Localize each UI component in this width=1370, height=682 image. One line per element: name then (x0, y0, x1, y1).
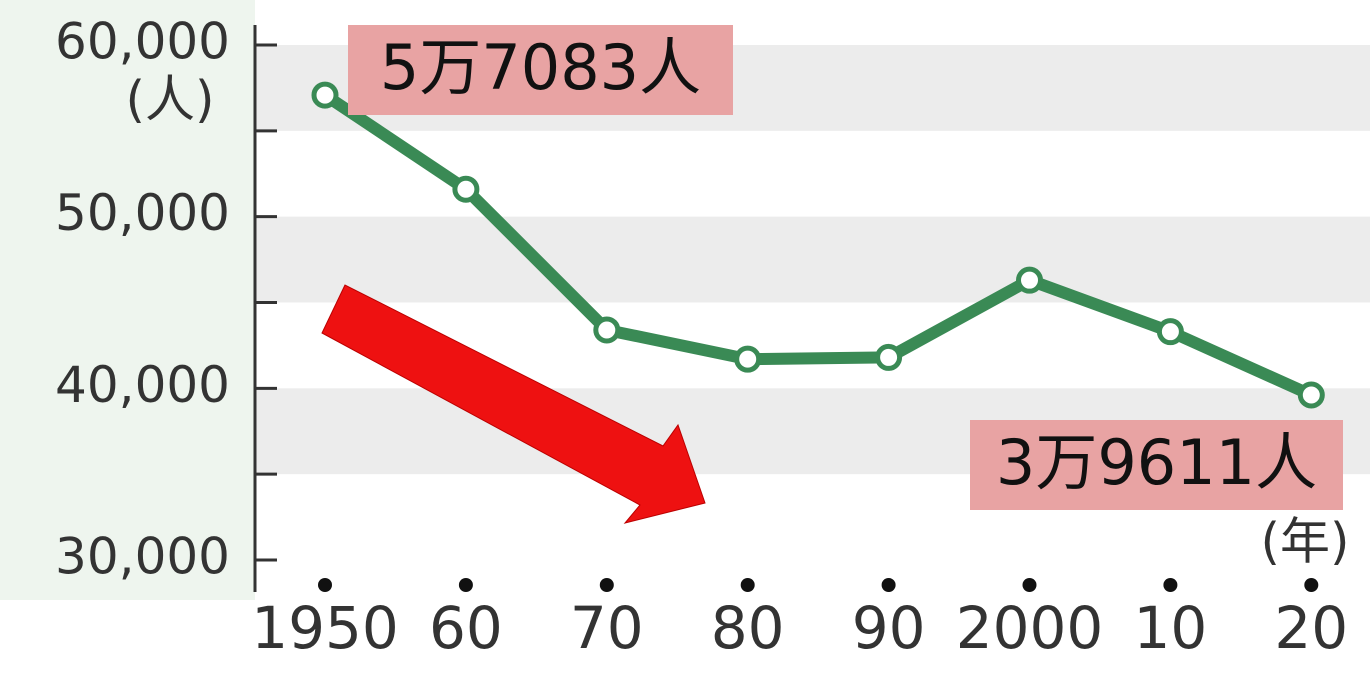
annotation: 3万9611人 (996, 426, 1317, 499)
y-tick-label: 40,000 (55, 356, 230, 414)
x-tick-dot (458, 578, 473, 592)
x-tick-label: 80 (711, 594, 785, 662)
data-point (1297, 381, 1325, 409)
x-tick-label: 20 (1274, 594, 1348, 662)
x-tick-dot (318, 578, 332, 592)
y-axis-label: (人) (125, 71, 214, 129)
x-axis-label: (年) (1260, 513, 1349, 571)
axis-panel (0, 0, 255, 600)
x-tick-dot (1022, 578, 1037, 592)
x-tick-label: 60 (429, 594, 503, 662)
x-tick-label: 90 (852, 594, 926, 662)
data-point (1156, 318, 1184, 346)
data-point (1016, 266, 1043, 294)
x-tick-label: 70 (570, 594, 644, 662)
data-point (875, 343, 903, 371)
data-point (593, 316, 621, 344)
data-line (321, 90, 1314, 401)
annotation-box (348, 25, 733, 115)
x-tick-label: 2000 (956, 594, 1104, 662)
x-tick-label: 10 (1133, 594, 1207, 662)
x-tick-label: 1950 (251, 594, 399, 662)
x-tick-dot (1304, 578, 1319, 592)
x-tick-dot (599, 578, 614, 592)
data-point (734, 345, 762, 373)
y-tick-label: 50,000 (55, 184, 230, 242)
annotation: 5万7083人 (380, 31, 701, 104)
x-tick-dot (740, 578, 755, 592)
y-tick-label: 30,000 (55, 528, 230, 586)
data-point (311, 81, 339, 109)
data-point (452, 175, 480, 203)
annotation-box (970, 420, 1343, 510)
y-tick-label: 60,000 (55, 13, 230, 71)
trend-arrow (321, 284, 706, 524)
x-tick-dot (881, 578, 896, 592)
grid-band (256, 216, 1370, 303)
x-tick-dot (1163, 578, 1178, 592)
